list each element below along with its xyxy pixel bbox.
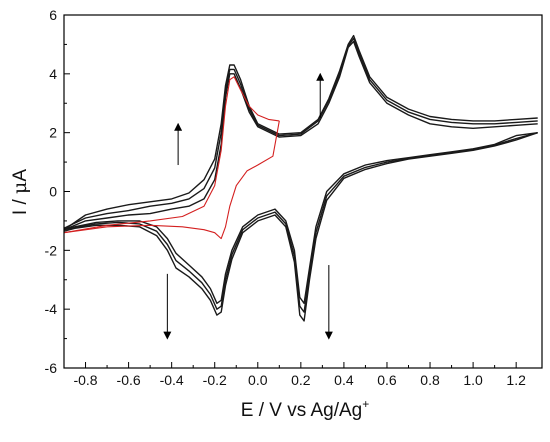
x-tick-label: 0.8 (420, 372, 440, 388)
y-tick-label: 4 (49, 66, 57, 82)
x-tick-label: -0.6 (117, 372, 141, 388)
x-tick-label: -0.8 (73, 372, 97, 388)
series-1-reverse-scan (64, 132, 538, 322)
x-tick-label: -0.4 (160, 372, 184, 388)
y-axis-title: I / μA (9, 169, 31, 215)
series-0-reverse-scan (64, 132, 538, 304)
annotation-layer (163, 72, 333, 340)
y-tick-label: 2 (49, 125, 57, 141)
y-tick-label: -2 (45, 242, 58, 258)
series-1 (64, 34, 538, 322)
y-tick-label: 6 (49, 7, 57, 23)
x-tick-label: -0.2 (203, 372, 227, 388)
series-2-reverse-scan (64, 132, 538, 313)
x-tick-label: 0.6 (377, 372, 397, 388)
y-axis: -6 -4 -2 0 2 4 6 (45, 7, 70, 376)
x-tick-label: 0.2 (291, 372, 311, 388)
series-0 (64, 40, 538, 304)
x-tick-label: 1.2 (506, 372, 526, 388)
series-2-forward-scan (64, 37, 538, 229)
x-axis-title: E / V vs Ag/Ag+ (241, 397, 369, 421)
x-tick-label: 0.0 (248, 372, 268, 388)
x-tick-label: 0.4 (334, 372, 354, 388)
series-3 (64, 76, 280, 240)
series-layer (64, 34, 538, 322)
x-tick-label: 1.0 (463, 372, 483, 388)
series-3-reverse-scan (64, 120, 280, 240)
x-axis: -0.8 -0.6 -0.4 -0.2 0.0 0.2 0.4 0.6 0.8 1.0 1.2 (73, 362, 526, 388)
series-0-forward-scan (64, 40, 538, 231)
series-3-forward-scan (64, 76, 280, 234)
plot-frame (63, 14, 543, 369)
y-tick-label: 0 (49, 184, 57, 200)
y-tick-label: -4 (45, 301, 58, 317)
series-1-forward-scan (64, 34, 538, 231)
y-tick-label: -6 (45, 360, 58, 376)
series-2 (64, 37, 538, 313)
